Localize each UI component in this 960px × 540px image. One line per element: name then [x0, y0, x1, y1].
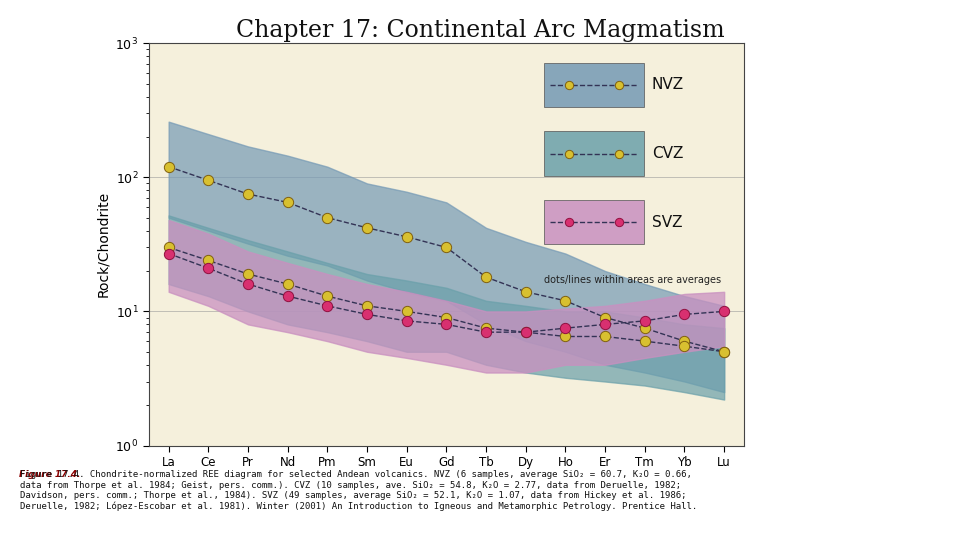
Point: [518, 328, 534, 336]
Point: [280, 280, 296, 288]
Point: [478, 273, 493, 281]
FancyBboxPatch shape: [544, 63, 644, 107]
Point: [359, 224, 374, 232]
Point: [161, 163, 177, 171]
Point: [240, 190, 255, 198]
Point: [280, 198, 296, 207]
Point: [439, 243, 454, 252]
Point: [320, 301, 335, 310]
Point: [161, 243, 177, 252]
Point: [716, 347, 732, 356]
Point: [478, 328, 493, 336]
Point: [558, 324, 573, 333]
Point: [201, 256, 216, 265]
Point: [240, 269, 255, 278]
Point: [320, 292, 335, 300]
Point: [201, 264, 216, 273]
Point: [597, 332, 612, 341]
FancyBboxPatch shape: [544, 200, 644, 245]
Point: [439, 320, 454, 329]
Point: [597, 313, 612, 322]
Point: [597, 320, 612, 329]
Point: [280, 292, 296, 300]
Point: [637, 316, 653, 325]
Point: [518, 287, 534, 296]
Text: Chapter 17: Continental Arc Magmatism: Chapter 17: Continental Arc Magmatism: [236, 19, 724, 42]
Point: [716, 307, 732, 316]
Point: [161, 249, 177, 258]
Point: [240, 280, 255, 288]
Y-axis label: Rock/Chondrite: Rock/Chondrite: [96, 191, 109, 298]
Point: [439, 313, 454, 322]
Point: [399, 233, 415, 241]
Point: [716, 347, 732, 356]
Text: NVZ: NVZ: [652, 78, 684, 92]
Text: CVZ: CVZ: [652, 146, 684, 161]
Point: [478, 324, 493, 333]
Text: Figure 17.4.: Figure 17.4.: [19, 470, 81, 479]
Text: SVZ: SVZ: [652, 215, 683, 230]
Point: [518, 328, 534, 336]
Point: [558, 296, 573, 305]
Point: [637, 337, 653, 346]
Point: [677, 310, 692, 319]
Point: [558, 332, 573, 341]
Point: [359, 310, 374, 319]
Point: [359, 301, 374, 310]
Text: Figure 17.4. Chondrite-normalized REE diagram for selected Andean volcanics. NVZ: Figure 17.4. Chondrite-normalized REE di…: [20, 470, 697, 511]
Point: [399, 307, 415, 316]
Point: [320, 213, 335, 222]
Point: [677, 337, 692, 346]
Point: [637, 324, 653, 333]
Point: [677, 342, 692, 350]
FancyBboxPatch shape: [544, 131, 644, 176]
Text: dots/lines within areas are averages: dots/lines within areas are averages: [544, 275, 722, 286]
Point: [399, 316, 415, 325]
Point: [201, 176, 216, 185]
